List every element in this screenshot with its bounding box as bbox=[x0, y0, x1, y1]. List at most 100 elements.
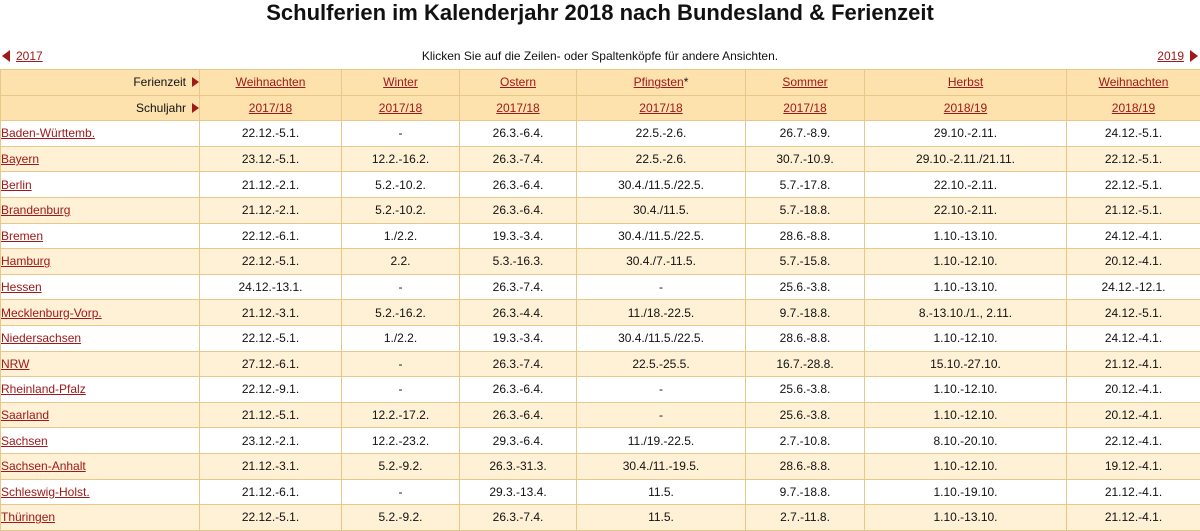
column-header-schuljahr[interactable]: 2017/18 bbox=[746, 95, 865, 121]
holiday-cell: 22.10.-2.11. bbox=[865, 197, 1067, 223]
holiday-cell: 16.7.-28.8. bbox=[746, 351, 865, 377]
column-year-link[interactable]: 2017/18 bbox=[249, 101, 292, 115]
holiday-cell: 5.2.-16.2. bbox=[342, 300, 460, 326]
next-year-link[interactable]: 2019 bbox=[1157, 49, 1184, 63]
column-name-link[interactable]: Ostern bbox=[500, 75, 536, 89]
holiday-cell: 1.10.-12.10. bbox=[865, 453, 1067, 479]
state-link[interactable]: Saarland bbox=[1, 408, 49, 422]
column-year-link[interactable]: 2018/19 bbox=[944, 101, 987, 115]
column-name-link[interactable]: Weihnachten bbox=[236, 75, 306, 89]
column-name-link[interactable]: Sommer bbox=[782, 75, 827, 89]
column-name-link[interactable]: Pfingsten bbox=[634, 75, 684, 89]
holiday-cell: 1.10.-13.10. bbox=[865, 274, 1067, 300]
state-link[interactable]: Hessen bbox=[1, 280, 42, 294]
column-header-schuljahr[interactable]: 2018/19 bbox=[865, 95, 1067, 121]
column-year-link[interactable]: 2017/18 bbox=[379, 101, 422, 115]
holiday-cell: - bbox=[342, 377, 460, 403]
holiday-cell: 2.7.-11.8. bbox=[746, 505, 865, 531]
holiday-cell: - bbox=[342, 479, 460, 505]
holiday-cell: 26.3.-7.4. bbox=[460, 274, 577, 300]
column-header-ferienzeit[interactable]: Ostern bbox=[460, 70, 577, 96]
prev-year-nav[interactable]: 2017 bbox=[2, 49, 43, 63]
state-cell[interactable]: NRW bbox=[1, 351, 200, 377]
state-cell[interactable]: Berlin bbox=[1, 172, 200, 198]
state-link[interactable]: Bayern bbox=[1, 152, 39, 166]
holiday-cell: 8.10.-20.10. bbox=[865, 428, 1067, 454]
state-cell[interactable]: Sachsen-Anhalt bbox=[1, 453, 200, 479]
holiday-cell: 30.4./7.-11.5. bbox=[577, 249, 746, 275]
column-year-link[interactable]: 2017/18 bbox=[496, 101, 539, 115]
holiday-cell: 12.2.-23.2. bbox=[342, 428, 460, 454]
schuljahr-label: Schuljahr bbox=[136, 96, 186, 120]
state-link[interactable]: Rheinland-Pfalz bbox=[1, 382, 86, 396]
state-link[interactable]: Berlin bbox=[1, 178, 32, 192]
holiday-cell: 21.12.-3.1. bbox=[200, 300, 342, 326]
column-header-ferienzeit[interactable]: Pfingsten* bbox=[577, 70, 746, 96]
holiday-cell: 27.12.-6.1. bbox=[200, 351, 342, 377]
column-year-link[interactable]: 2017/18 bbox=[783, 101, 826, 115]
prev-year-link[interactable]: 2017 bbox=[16, 49, 43, 63]
state-cell[interactable]: Baden-Württemb. bbox=[1, 121, 200, 147]
holiday-cell: 26.3.-31.3. bbox=[460, 453, 577, 479]
column-header-ferienzeit[interactable]: Weihnachten bbox=[200, 70, 342, 96]
state-link[interactable]: Niedersachsen bbox=[1, 331, 81, 345]
holiday-cell: 1.10.-12.10. bbox=[865, 249, 1067, 275]
state-link[interactable]: Baden-Württemb. bbox=[1, 126, 95, 140]
arrow-left-icon[interactable] bbox=[2, 50, 10, 62]
state-cell[interactable]: Bayern bbox=[1, 146, 200, 172]
state-cell[interactable]: Niedersachsen bbox=[1, 325, 200, 351]
state-cell[interactable]: Brandenburg bbox=[1, 197, 200, 223]
state-cell[interactable]: Thüringen bbox=[1, 505, 200, 531]
state-link[interactable]: Thüringen bbox=[1, 510, 55, 524]
holiday-cell: 26.3.-6.4. bbox=[460, 121, 577, 147]
holiday-cell: 22.12.-5.1. bbox=[200, 249, 342, 275]
state-link[interactable]: Mecklenburg-Vorp. bbox=[1, 306, 102, 320]
state-link[interactable]: Hamburg bbox=[1, 254, 50, 268]
holiday-cell: 1.10.-12.10. bbox=[865, 402, 1067, 428]
column-header-schuljahr[interactable]: 2017/18 bbox=[577, 95, 746, 121]
column-year-link[interactable]: 2018/19 bbox=[1112, 101, 1155, 115]
column-name-link[interactable]: Herbst bbox=[948, 75, 983, 89]
holiday-cell: 2.7.-10.8. bbox=[746, 428, 865, 454]
state-cell[interactable]: Saarland bbox=[1, 402, 200, 428]
holiday-cell: - bbox=[342, 274, 460, 300]
holiday-cell: 11.5. bbox=[577, 479, 746, 505]
column-header-ferienzeit[interactable]: Sommer bbox=[746, 70, 865, 96]
state-cell[interactable]: Bremen bbox=[1, 223, 200, 249]
holiday-cell: 24.12.-4.1. bbox=[1067, 325, 1200, 351]
state-cell[interactable]: Rheinland-Pfalz bbox=[1, 377, 200, 403]
column-header-ferienzeit[interactable]: Winter bbox=[342, 70, 460, 96]
state-cell[interactable]: Hessen bbox=[1, 274, 200, 300]
column-header-ferienzeit[interactable]: Herbst bbox=[865, 70, 1067, 96]
holiday-cell: 5.7.-17.8. bbox=[746, 172, 865, 198]
holiday-cell: 22.12.-5.1. bbox=[200, 505, 342, 531]
column-header-schuljahr[interactable]: 2017/18 bbox=[342, 95, 460, 121]
state-link[interactable]: Sachsen bbox=[1, 434, 48, 448]
state-link[interactable]: Schleswig-Holst. bbox=[1, 485, 90, 499]
state-cell[interactable]: Mecklenburg-Vorp. bbox=[1, 300, 200, 326]
holiday-cell: 21.12.-5.1. bbox=[200, 402, 342, 428]
holiday-cell: 26.3.-6.4. bbox=[460, 172, 577, 198]
holiday-cell: 22.12.-5.1. bbox=[1067, 146, 1200, 172]
column-header-ferienzeit[interactable]: Weihnachten bbox=[1067, 70, 1200, 96]
state-link[interactable]: NRW bbox=[1, 357, 29, 371]
holiday-cell: 24.12.-5.1. bbox=[1067, 121, 1200, 147]
state-cell[interactable]: Hamburg bbox=[1, 249, 200, 275]
column-header-schuljahr[interactable]: 2017/18 bbox=[200, 95, 342, 121]
column-header-schuljahr[interactable]: 2017/18 bbox=[460, 95, 577, 121]
column-name-link[interactable]: Winter bbox=[383, 75, 418, 89]
holiday-cell: 24.12.-5.1. bbox=[1067, 300, 1200, 326]
column-year-link[interactable]: 2017/18 bbox=[639, 101, 682, 115]
hint-text: Klicken Sie auf die Zeilen- oder Spalten… bbox=[0, 49, 1200, 63]
column-name-link[interactable]: Weihnachten bbox=[1099, 75, 1169, 89]
state-link[interactable]: Bremen bbox=[1, 229, 43, 243]
state-cell[interactable]: Sachsen bbox=[1, 428, 200, 454]
arrow-right-icon[interactable] bbox=[1190, 50, 1198, 62]
next-year-nav[interactable]: 2019 bbox=[1157, 49, 1198, 63]
holiday-cell: 21.12.-4.1. bbox=[1067, 351, 1200, 377]
state-cell[interactable]: Schleswig-Holst. bbox=[1, 479, 200, 505]
state-link[interactable]: Brandenburg bbox=[1, 203, 70, 217]
state-link[interactable]: Sachsen-Anhalt bbox=[1, 459, 86, 473]
column-header-schuljahr[interactable]: 2018/19 bbox=[1067, 95, 1200, 121]
